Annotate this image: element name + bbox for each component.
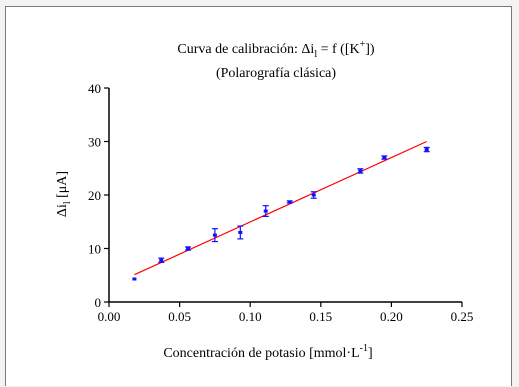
- data-point: [287, 200, 292, 204]
- data-point: [263, 209, 268, 213]
- fit-line: [134, 140, 427, 276]
- data-point: [358, 169, 363, 173]
- data-point: [212, 233, 217, 237]
- chart-subtitle: (Polarografía clásica): [216, 66, 336, 81]
- axes: 0.00 0.05 0.10 0.15 0.20 0.25 0 10 20 30 40: [88, 81, 473, 324]
- y-tick-label: 20: [88, 188, 101, 203]
- x-tick-label: 0.25: [451, 309, 474, 324]
- y-tick-label: 0: [95, 295, 102, 310]
- data-marks: [132, 140, 430, 281]
- data-point: [382, 156, 387, 160]
- y-axis-label: Δil [μA]: [55, 171, 73, 217]
- calibration-chart: Curva de calibración: Δil = f ([K+]) (Po…: [55, 39, 473, 361]
- x-tick-label: 0.15: [309, 309, 332, 324]
- x-axis-label: Concentración de potasio [mmol·L-1]: [163, 343, 372, 361]
- data-point: [238, 230, 243, 234]
- chart-title: Curva de calibración: Δil = f ([K+]): [177, 39, 374, 60]
- x-tick-label: 0.20: [380, 309, 403, 324]
- data-point: [186, 247, 191, 250]
- x-tick-label: 0.05: [168, 309, 191, 324]
- data-point: [424, 148, 429, 152]
- data-point: [132, 277, 137, 281]
- x-tick-label: 0.10: [239, 309, 262, 324]
- y-tick-label: 30: [88, 135, 101, 150]
- y-tick-label: 10: [88, 242, 101, 257]
- chart-frame: Curva de calibración: Δil = f ([K+]) (Po…: [5, 6, 512, 386]
- data-point: [311, 193, 316, 197]
- x-tick-label: 0.00: [98, 309, 121, 324]
- y-tick-label: 40: [88, 81, 101, 96]
- data-point: [159, 258, 164, 262]
